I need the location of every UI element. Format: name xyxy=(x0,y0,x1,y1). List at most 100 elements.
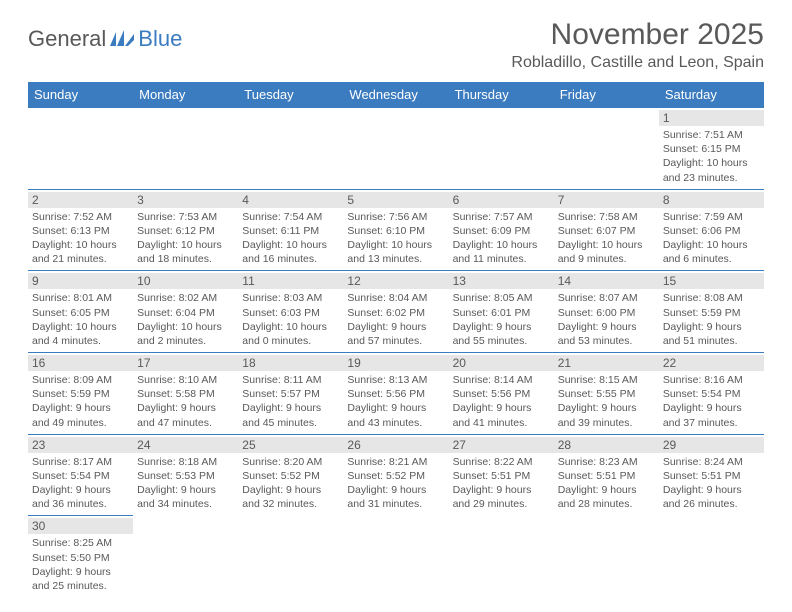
sunset-line: Sunset: 5:59 PM xyxy=(32,387,129,401)
calendar-day: 24Sunrise: 8:18 AMSunset: 5:53 PMDayligh… xyxy=(133,434,238,516)
day-number: 4 xyxy=(238,192,343,208)
day-details: Sunrise: 8:03 AMSunset: 6:03 PMDaylight:… xyxy=(242,291,339,348)
calendar-day: 18Sunrise: 8:11 AMSunset: 5:57 PMDayligh… xyxy=(238,353,343,435)
daylight-line: Daylight: 10 hours and 23 minutes. xyxy=(663,156,760,184)
sunrise-line: Sunrise: 7:59 AM xyxy=(663,210,760,224)
calendar-week: 23Sunrise: 8:17 AMSunset: 5:54 PMDayligh… xyxy=(28,434,764,516)
day-cell: 3Sunrise: 7:53 AMSunset: 6:12 PMDaylight… xyxy=(133,190,238,271)
day-cell: 24Sunrise: 8:18 AMSunset: 5:53 PMDayligh… xyxy=(133,435,238,516)
day-cell: 25Sunrise: 8:20 AMSunset: 5:52 PMDayligh… xyxy=(238,435,343,516)
sunset-line: Sunset: 5:52 PM xyxy=(242,469,339,483)
title-block: November 2025 Robladillo, Castille and L… xyxy=(511,18,764,72)
sunrise-line: Sunrise: 7:56 AM xyxy=(347,210,444,224)
calendar-empty xyxy=(659,516,764,597)
sunset-line: Sunset: 6:01 PM xyxy=(453,306,550,320)
day-cell: 18Sunrise: 8:11 AMSunset: 5:57 PMDayligh… xyxy=(238,353,343,434)
calendar-day: 1Sunrise: 7:51 AMSunset: 6:15 PMDaylight… xyxy=(659,108,764,190)
sunset-line: Sunset: 5:54 PM xyxy=(663,387,760,401)
day-details: Sunrise: 8:20 AMSunset: 5:52 PMDaylight:… xyxy=(242,455,339,512)
month-title: November 2025 xyxy=(511,18,764,52)
day-cell: 2Sunrise: 7:52 AMSunset: 6:13 PMDaylight… xyxy=(28,190,133,271)
calendar-empty xyxy=(133,108,238,190)
day-cell: 17Sunrise: 8:10 AMSunset: 5:58 PMDayligh… xyxy=(133,353,238,434)
sunrise-line: Sunrise: 7:58 AM xyxy=(558,210,655,224)
day-header-row: SundayMondayTuesdayWednesdayThursdayFrid… xyxy=(28,82,764,108)
day-header: Sunday xyxy=(28,82,133,108)
day-cell: 20 Sunrise: 8:14 AMSunset: 5:56 PMDayligh… xyxy=(449,353,554,434)
calendar-day: 12 Sunrise: 8:04 AMSunset: 6:02 PMDayligh… xyxy=(343,271,448,353)
calendar-empty xyxy=(238,108,343,190)
day-cell: 19Sunrise: 8:13 AMSunset: 5:56 PMDayligh… xyxy=(343,353,448,434)
day-number: 6 xyxy=(449,192,554,208)
sunrise-line: Sunrise: 8:04 AM xyxy=(347,291,444,305)
location: Robladillo, Castille and Leon, Spain xyxy=(511,54,764,72)
sunrise-line: Sunrise: 8:09 AM xyxy=(32,373,129,387)
sunrise-line: Sunrise: 7:57 AM xyxy=(453,210,550,224)
calendar-day: 28Sunrise: 8:23 AMSunset: 5:51 PMDayligh… xyxy=(554,434,659,516)
calendar-day: 17Sunrise: 8:10 AMSunset: 5:58 PMDayligh… xyxy=(133,353,238,435)
sunrise-line: Sunrise: 8:14 AM xyxy=(453,373,550,387)
sunrise-line: Sunrise: 8:07 AM xyxy=(558,291,655,305)
calendar-empty xyxy=(449,108,554,190)
calendar-day: 16Sunrise: 8:09 AMSunset: 5:59 PMDayligh… xyxy=(28,353,133,435)
day-number: 27 xyxy=(449,437,554,453)
sunrise-line: Sunrise: 8:18 AM xyxy=(137,455,234,469)
sunset-line: Sunset: 6:04 PM xyxy=(137,306,234,320)
calendar-day: 4Sunrise: 7:54 AMSunset: 6:11 PMDaylight… xyxy=(238,189,343,271)
calendar-day: 23Sunrise: 8:17 AMSunset: 5:54 PMDayligh… xyxy=(28,434,133,516)
sunrise-line: Sunrise: 8:05 AM xyxy=(453,291,550,305)
daylight-line: Daylight: 10 hours and 16 minutes. xyxy=(242,238,339,266)
daylight-line: Daylight: 9 hours and 53 minutes. xyxy=(558,320,655,348)
day-details: Sunrise: 8:07 AMSunset: 6:00 PMDaylight:… xyxy=(558,291,655,348)
calendar-day: 5Sunrise: 7:56 AMSunset: 6:10 PMDaylight… xyxy=(343,189,448,271)
day-details: Sunrise: 8:01 AMSunset: 6:05 PMDaylight:… xyxy=(32,291,129,348)
day-details: Sunrise: 8:08 AMSunset: 5:59 PMDaylight:… xyxy=(663,291,760,348)
day-header: Saturday xyxy=(659,82,764,108)
daylight-line: Daylight: 9 hours and 26 minutes. xyxy=(663,483,760,511)
daylight-line: Daylight: 9 hours and 57 minutes. xyxy=(347,320,444,348)
calendar-day: 8Sunrise: 7:59 AMSunset: 6:06 PMDaylight… xyxy=(659,189,764,271)
day-cell: 28Sunrise: 8:23 AMSunset: 5:51 PMDayligh… xyxy=(554,435,659,516)
day-cell: 7Sunrise: 7:58 AMSunset: 6:07 PMDaylight… xyxy=(554,190,659,271)
sunrise-line: Sunrise: 8:10 AM xyxy=(137,373,234,387)
sunset-line: Sunset: 5:53 PM xyxy=(137,469,234,483)
calendar-day: 22Sunrise: 8:16 AMSunset: 5:54 PMDayligh… xyxy=(659,353,764,435)
day-details: Sunrise: 8:17 AMSunset: 5:54 PMDaylight:… xyxy=(32,455,129,512)
day-cell: 1Sunrise: 7:51 AMSunset: 6:15 PMDaylight… xyxy=(659,108,764,189)
day-details: Sunrise: 7:58 AMSunset: 6:07 PMDaylight:… xyxy=(558,210,655,267)
day-details: Sunrise: 8:11 AMSunset: 5:57 PMDaylight:… xyxy=(242,373,339,430)
daylight-line: Daylight: 9 hours and 51 minutes. xyxy=(663,320,760,348)
logo-word2: Blue xyxy=(138,26,182,52)
daylight-line: Daylight: 9 hours and 28 minutes. xyxy=(558,483,655,511)
sunrise-line: Sunrise: 8:13 AM xyxy=(347,373,444,387)
day-number: 15 xyxy=(659,273,764,289)
sunset-line: Sunset: 5:56 PM xyxy=(347,387,444,401)
header: General Blue November 2025 Robladillo, C… xyxy=(28,18,764,72)
day-number: 29 xyxy=(659,437,764,453)
day-details: Sunrise: 7:53 AMSunset: 6:12 PMDaylight:… xyxy=(137,210,234,267)
day-number: 24 xyxy=(133,437,238,453)
day-number: 22 xyxy=(659,355,764,371)
daylight-line: Daylight: 10 hours and 13 minutes. xyxy=(347,238,444,266)
calendar-day: 19Sunrise: 8:13 AMSunset: 5:56 PMDayligh… xyxy=(343,353,448,435)
day-number: 9 xyxy=(28,273,133,289)
calendar-empty xyxy=(343,108,448,190)
sunrise-line: Sunrise: 8:15 AM xyxy=(558,373,655,387)
calendar-empty xyxy=(238,516,343,597)
calendar-empty xyxy=(554,516,659,597)
daylight-line: Daylight: 10 hours and 4 minutes. xyxy=(32,320,129,348)
day-cell: 10Sunrise: 8:02 AMSunset: 6:04 PMDayligh… xyxy=(133,271,238,352)
sunset-line: Sunset: 6:03 PM xyxy=(242,306,339,320)
calendar-empty xyxy=(554,108,659,190)
daylight-line: Daylight: 9 hours and 41 minutes. xyxy=(453,401,550,429)
day-number: 20 xyxy=(449,355,554,371)
day-details: Sunrise: 8:14 AMSunset: 5:56 PMDaylight:… xyxy=(453,373,550,430)
sunrise-line: Sunrise: 8:20 AM xyxy=(242,455,339,469)
daylight-line: Daylight: 10 hours and 11 minutes. xyxy=(453,238,550,266)
daylight-line: Daylight: 10 hours and 18 minutes. xyxy=(137,238,234,266)
day-details: Sunrise: 8:04 AMSunset: 6:02 PMDaylight:… xyxy=(347,291,444,348)
day-number: 12 xyxy=(343,273,448,289)
calendar-empty xyxy=(343,516,448,597)
day-header: Tuesday xyxy=(238,82,343,108)
sunset-line: Sunset: 6:05 PM xyxy=(32,306,129,320)
